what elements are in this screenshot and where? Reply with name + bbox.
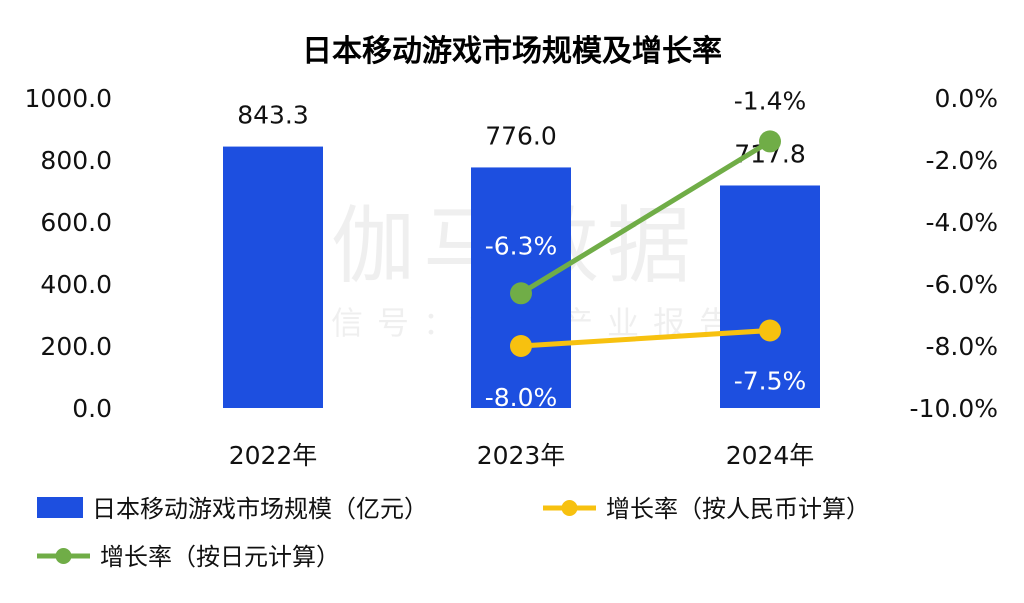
- right-tick-label: -10.0%: [910, 394, 998, 423]
- left-tick-label: 0.0: [72, 394, 112, 423]
- line-series: -8.0% -7.5% -6.3% -1.4%: [485, 86, 807, 412]
- right-axis: -10.0% -8.0% -6.0% -4.0% -2.0% 0.0%: [910, 84, 998, 423]
- right-tick-label: 0.0%: [934, 84, 998, 113]
- series-line: [518, 138, 773, 296]
- right-tick-label: -2.0%: [925, 146, 998, 175]
- x-tick-label: 2024年: [726, 441, 815, 470]
- series-point: [510, 335, 532, 357]
- series-point: [759, 319, 781, 342]
- legend-swatch-marker: [561, 500, 578, 516]
- bar: [720, 185, 820, 408]
- series-point: [759, 130, 781, 153]
- right-tick-label: -6.0%: [925, 270, 998, 299]
- left-tick-label: 1000.0: [25, 84, 112, 113]
- left-tick-label: 400.0: [40, 270, 112, 299]
- left-tick-label: 600.0: [40, 208, 112, 237]
- legend-swatch-bar: [37, 497, 83, 518]
- left-tick-label: 200.0: [40, 332, 112, 361]
- legend-label: 日本移动游戏市场规模（亿元）: [92, 495, 428, 523]
- legend-label: 增长率（按日元计算）: [100, 543, 340, 571]
- series-value-label: -8.0%: [485, 383, 558, 412]
- series-line: [518, 328, 773, 349]
- left-axis: 0.0 200.0 400.0 600.0 800.0 1000.0: [25, 84, 112, 423]
- right-tick-label: -4.0%: [925, 208, 998, 237]
- x-tick-label: 2022年: [229, 441, 318, 470]
- left-tick-label: 800.0: [40, 146, 112, 175]
- chart-title: 日本移动游戏市场规模及增长率: [302, 34, 722, 69]
- series-value-label: -6.3%: [485, 231, 558, 260]
- bar-value-label: 776.0: [485, 121, 557, 150]
- bar-value-label: 843.3: [237, 101, 309, 130]
- legend: 日本移动游戏市场规模（亿元） 增长率（按人民币计算） 增长率（按日元计算）: [37, 495, 870, 571]
- series-point: [510, 282, 532, 305]
- x-tick-label: 2023年: [477, 441, 566, 470]
- series-value-label: -7.5%: [734, 367, 807, 396]
- bar: [223, 146, 323, 408]
- legend-swatch-marker: [55, 548, 72, 564]
- series-value-label: -1.4%: [734, 86, 807, 115]
- right-tick-label: -8.0%: [925, 332, 998, 361]
- x-axis: 2022年 2023年 2024年: [229, 441, 815, 470]
- legend-label: 增长率（按人民币计算）: [606, 495, 870, 523]
